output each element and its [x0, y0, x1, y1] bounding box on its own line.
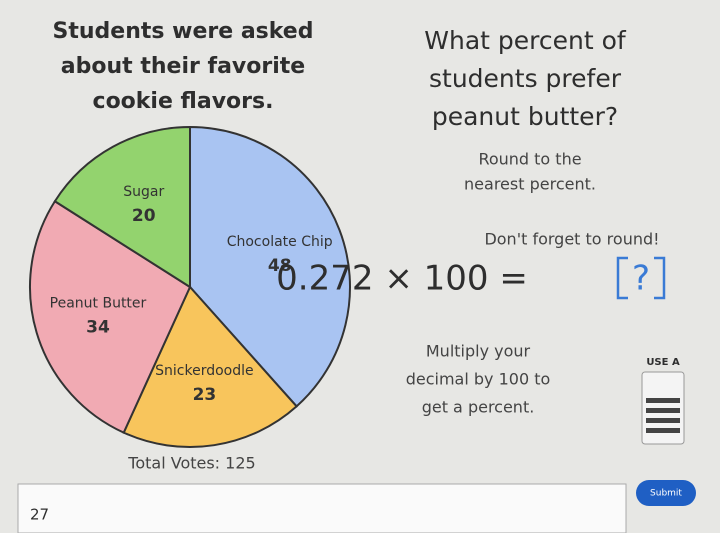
- chart-title: Students were asked: [53, 19, 314, 44]
- text-layer: Students were asked about their favorite c…: [53, 19, 660, 473]
- chart-title: about their favorite: [61, 54, 305, 79]
- slice-label: Snickerdoodle: [155, 363, 254, 379]
- pie-slice: [53, 125, 191, 289]
- pie-slice: [29, 199, 192, 434]
- hint: Round to the: [478, 150, 581, 169]
- calc-row: [646, 418, 680, 423]
- answer-brackets: [616, 256, 666, 300]
- submit-button[interactable]: [636, 480, 696, 506]
- submit-label: Submit: [650, 489, 682, 499]
- slice-label: Chocolate Chip: [227, 234, 333, 250]
- answer-input[interactable]: [17, 483, 627, 533]
- slice-value: 20: [132, 206, 156, 226]
- pie-chart: Chocolate Chip 48 Snickerdoodle 23 Peanut Bu…: [29, 125, 351, 448]
- answer-placeholder: ?: [632, 259, 650, 299]
- pie-slice: [189, 125, 351, 408]
- calc-row: [646, 428, 680, 433]
- slice-value: 48: [268, 256, 292, 276]
- pie-slice: [122, 285, 298, 448]
- chart-title: cookie flavors.: [93, 89, 274, 114]
- hint: decimal by 100 to: [406, 370, 551, 389]
- slice-value: 23: [193, 385, 217, 405]
- calc-row: [646, 408, 680, 413]
- question: What percent of: [424, 26, 627, 55]
- calculator-label: USE A: [646, 357, 680, 368]
- slice-value: 34: [86, 317, 110, 337]
- slice-label: Peanut Butter: [50, 295, 147, 311]
- equation: 0.272 × 100 =: [276, 259, 528, 299]
- hint: nearest percent.: [464, 175, 596, 194]
- calc-row: [646, 398, 680, 403]
- hint: get a percent.: [422, 398, 535, 417]
- question: students prefer: [429, 64, 622, 93]
- question: peanut butter?: [432, 102, 618, 131]
- hint: Multiply your: [426, 342, 531, 361]
- calculator-icon[interactable]: USE A: [641, 357, 685, 445]
- answer-value: 27: [30, 506, 49, 524]
- chart-footer: Total Votes: 125: [127, 454, 255, 473]
- slice-label: Sugar: [123, 184, 164, 200]
- reminder: Don't forget to round!: [484, 230, 659, 249]
